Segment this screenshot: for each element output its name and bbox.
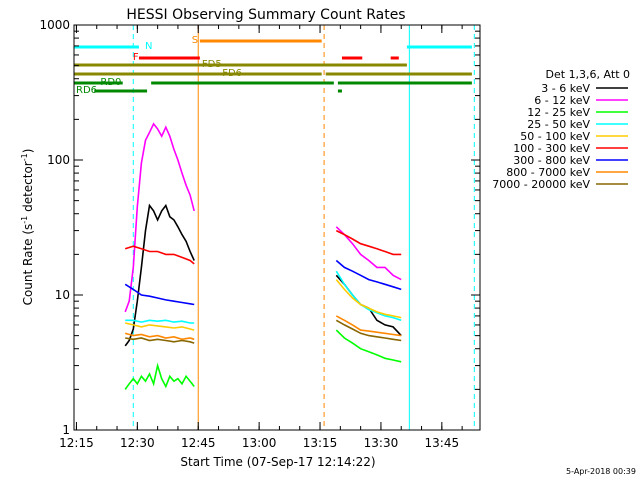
flag-label-n: N xyxy=(145,41,152,52)
flag-label-f: F xyxy=(133,52,139,63)
x-tick-label-2: 12:45 xyxy=(181,436,216,450)
legend-label-8: 7000 - 20000 keV xyxy=(492,178,590,191)
y-axis-label-sup2: -1 xyxy=(20,153,29,161)
series-line-0-seg1 xyxy=(124,203,195,347)
series-line-2-seg1 xyxy=(124,362,195,390)
legend-label-0: 3 - 6 keV xyxy=(541,82,590,95)
series-line-2-seg2 xyxy=(335,329,402,363)
plot-frame xyxy=(73,24,481,431)
y-tick-label-2: 100 xyxy=(47,153,70,167)
x-tick-label-1: 12:30 xyxy=(120,436,155,450)
series-line-3-seg2 xyxy=(335,270,402,322)
flag-label-rd6: RD6 xyxy=(76,85,97,96)
y-axis-label-main: Count Rate (s xyxy=(21,224,35,306)
series-line-4-seg1 xyxy=(125,322,195,331)
y-axis-label-mid: detector xyxy=(21,161,35,216)
series-line-1-seg1 xyxy=(124,122,195,313)
y-axis-label-sup1: -1 xyxy=(20,216,29,224)
footer-date: 5-Apr-2018 00:39 xyxy=(566,467,636,476)
series-line-3-seg1 xyxy=(125,319,195,324)
flag-label-rd0: RD0 xyxy=(100,77,121,88)
x-tick-label-3: 13:00 xyxy=(242,436,277,450)
series-line-8-seg1 xyxy=(125,337,195,344)
series-line-8-seg2 xyxy=(335,319,402,342)
series-line-4-seg2 xyxy=(335,279,402,319)
legend-label-6: 300 - 800 keV xyxy=(513,154,590,167)
mode-change-lines xyxy=(132,25,475,430)
flag-label-fd5: FD5 xyxy=(202,59,222,70)
legend-label-1: 6 - 12 keV xyxy=(534,94,590,107)
legend-label-4: 50 - 100 keV xyxy=(520,130,590,143)
legend-title: Det 1,3,6, Att 0 xyxy=(546,68,630,81)
x-tick-label-4: 13:15 xyxy=(303,436,338,450)
legend-label-2: 12 - 25 keV xyxy=(527,106,590,119)
y-axis-label-end: ) xyxy=(21,149,35,154)
y-tick-label-0: 1 xyxy=(62,423,70,437)
series-line-7-seg1 xyxy=(124,332,195,341)
y-axis-label: Count Rate (s-1 detector-1) xyxy=(20,149,35,306)
series-line-6-seg2 xyxy=(335,259,402,291)
series-lines xyxy=(124,122,402,390)
x-tick-label-6: 13:45 xyxy=(425,436,460,450)
series-line-5-seg1 xyxy=(124,245,195,265)
flag-label-fd6: FD6 xyxy=(222,68,242,79)
y-tick-label-1: 10 xyxy=(55,288,70,302)
y-tick-label-3: 1000 xyxy=(39,18,70,32)
series-line-7-seg2 xyxy=(335,315,402,337)
legend-label-5: 100 - 300 keV xyxy=(513,142,590,155)
x-tick-label-5: 13:30 xyxy=(364,436,399,450)
chart-title: HESSI Observing Summary Count Rates xyxy=(126,7,405,23)
x-axis-label: Start Time (07-Sep-17 12:14:22) xyxy=(180,455,375,469)
axes: 12:15 12:30 12:45 13:00 13:15 13:30 13:45 1 10 10… xyxy=(39,18,481,450)
legend-label-7: 800 - 7000 keV xyxy=(506,166,590,179)
x-tick-label-0: 12:15 xyxy=(59,436,94,450)
series-line-5-seg2 xyxy=(335,229,402,256)
series-line-1-seg2 xyxy=(335,226,402,281)
legend-label-3: 25 - 50 keV xyxy=(527,118,590,131)
flag-label-s: S xyxy=(192,35,198,46)
series-line-6-seg1 xyxy=(124,283,195,306)
